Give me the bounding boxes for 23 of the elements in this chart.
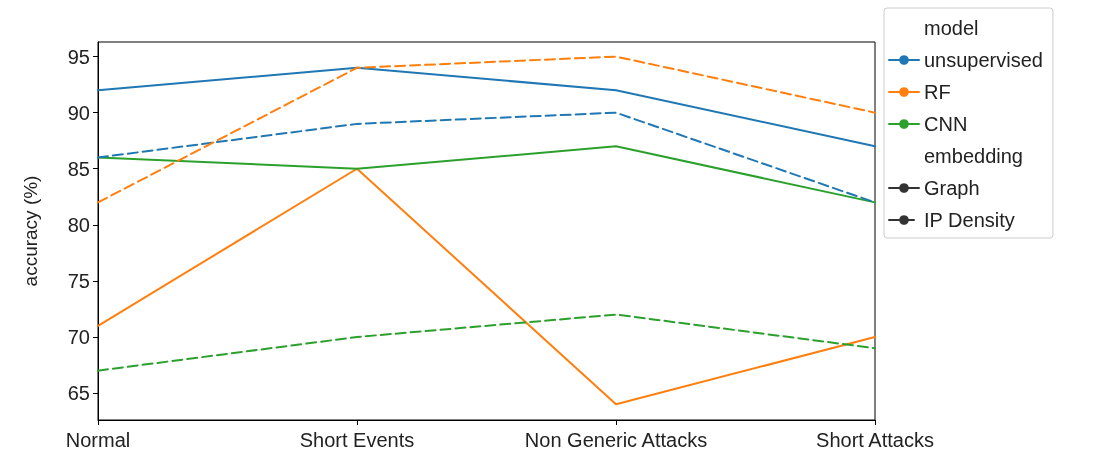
legend-title: model (924, 17, 979, 39)
line-series (97, 313, 876, 372)
line-series (97, 145, 876, 204)
y-tick-label: 75 (67, 269, 90, 292)
line-series (97, 167, 876, 406)
legend-label: unsupervised (924, 49, 1043, 71)
legend-label: IP Density (924, 209, 1015, 231)
y-tick-label: 65 (67, 382, 90, 405)
y-tick-label: 95 (67, 45, 90, 68)
y-tick-label: 70 (67, 326, 90, 348)
y-tick-label: 85 (67, 157, 90, 180)
y-tick-label: 80 (67, 213, 90, 236)
y-axis-title: accuracy (%) (20, 175, 41, 287)
text: embedding (924, 145, 1023, 167)
x-tick-label: Non Generic Attacks (524, 429, 708, 451)
line-series (97, 55, 876, 204)
x-tick-label: Short Attacks (816, 429, 934, 451)
x-tick-label: Short Events (299, 429, 415, 451)
y-tick-label: 90 (67, 101, 90, 124)
legend-label: CNN (924, 113, 968, 135)
legend-label: RF (924, 81, 951, 103)
x-tick-label: Normal (65, 429, 131, 451)
legend-label: Graph (924, 177, 980, 199)
